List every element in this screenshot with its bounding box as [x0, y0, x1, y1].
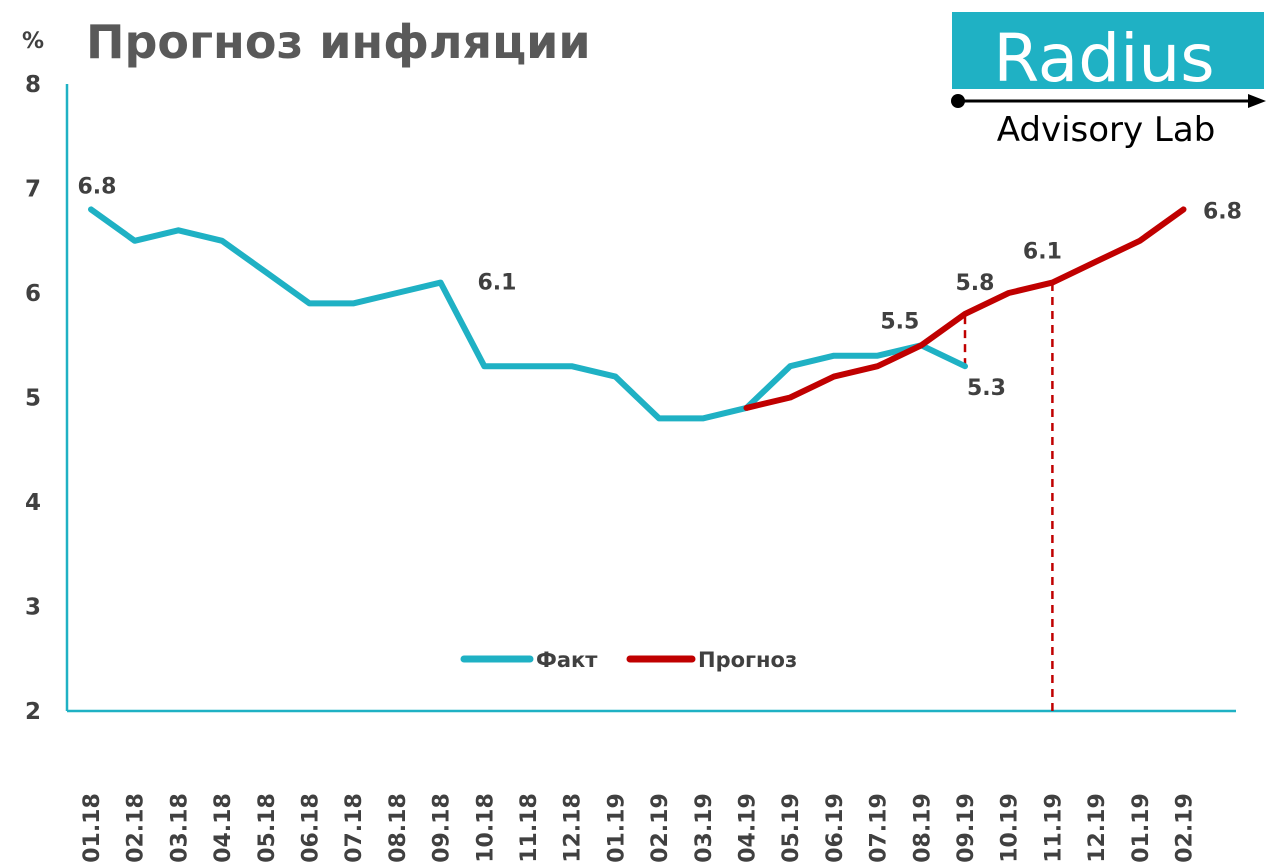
x-tick-label: 01.19 — [604, 793, 629, 863]
y-tick-label: 6 — [25, 281, 41, 307]
data-label: 5.8 — [956, 271, 995, 296]
x-tick-labels: 01.18 02.18 03.18 04.18 05.18 06.18 07.18 08.18… — [80, 793, 1198, 863]
logo-arrow-dot — [951, 94, 965, 108]
logo-arrow-head — [1248, 94, 1266, 108]
y-tick-label: 5 — [25, 386, 41, 412]
x-tick-label: 08.18 — [386, 793, 411, 863]
x-tick-label: 05.18 — [255, 793, 280, 863]
data-label: 5.3 — [967, 376, 1006, 401]
fact-series-line — [88, 206, 968, 422]
logo-subtitle: Advisory Lab — [997, 110, 1216, 150]
y-unit-label: % — [22, 29, 44, 54]
legend-label-forecast: Прогноз — [698, 648, 797, 672]
radius-logo: Radius Advisory Lab — [951, 12, 1266, 150]
data-label: 6.1 — [1023, 240, 1062, 265]
x-tick-label: 03.18 — [167, 793, 192, 863]
y-tick-label: 3 — [25, 595, 41, 621]
x-tick-label: 04.18 — [211, 793, 236, 863]
x-tick-label: 02.18 — [124, 793, 149, 863]
forecast-markers — [963, 282, 1054, 711]
y-tick-label: 4 — [25, 490, 41, 516]
x-tick-label: 08.19 — [910, 793, 935, 863]
x-tick-label: 09.18 — [430, 793, 455, 863]
logo-box — [952, 12, 1264, 89]
y-tick-label: 2 — [25, 699, 41, 725]
x-tick-label: 07.18 — [342, 793, 367, 863]
legend: Факт Прогноз — [460, 648, 797, 672]
data-label: 5.5 — [880, 309, 919, 334]
x-tick-label: 07.19 — [867, 793, 892, 863]
x-tick-label: 12.18 — [561, 793, 586, 863]
y-tick-label: 8 — [25, 72, 41, 98]
chart-title: Прогноз инфляции — [86, 15, 591, 69]
x-tick-label: 04.19 — [736, 793, 761, 863]
x-tick-label: 12.19 — [1085, 793, 1110, 863]
logo-word: Radius — [993, 20, 1214, 97]
x-tick-label: 02.19 — [648, 793, 673, 863]
data-labels: 6.8 6.1 5.3 5.5 5.8 6.1 6.8 — [78, 174, 1242, 401]
x-tick-label: 10.18 — [473, 793, 498, 863]
x-tick-label: 01.18 — [80, 793, 105, 863]
x-tick-label: 05.19 — [779, 793, 804, 863]
legend-label-fact: Факт — [536, 648, 598, 672]
series-lines — [88, 206, 1187, 422]
x-tick-label: 09.19 — [954, 793, 979, 863]
x-tick-label: 03.19 — [692, 793, 717, 863]
y-tick-label: 7 — [25, 177, 41, 203]
x-tick-label: 11.18 — [517, 793, 542, 863]
data-label: 6.8 — [1203, 199, 1242, 224]
x-tick-label: 06.18 — [299, 793, 324, 863]
x-tick-label: 02.19 — [1173, 793, 1198, 863]
data-label: 6.8 — [78, 174, 117, 199]
forecast-series-line — [743, 206, 1187, 411]
x-tick-label: 11.19 — [1041, 793, 1066, 863]
x-tick-label: 01.19 — [1129, 793, 1154, 863]
x-tick-label: 06.19 — [823, 793, 848, 863]
y-tick-labels: 2 3 4 5 6 7 8 — [25, 72, 41, 725]
x-tick-label: 10.19 — [998, 793, 1023, 863]
data-label: 6.1 — [478, 271, 517, 296]
